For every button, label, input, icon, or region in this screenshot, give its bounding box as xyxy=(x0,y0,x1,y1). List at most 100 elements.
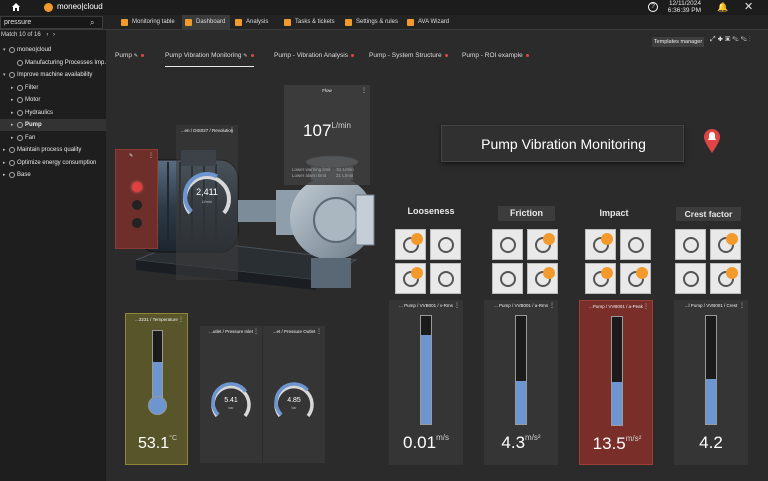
chevron-right-icon[interactable]: ▸ xyxy=(11,84,14,91)
tasks-icon xyxy=(284,19,291,26)
revolution-unit: U/min xyxy=(201,199,213,204)
more-icon[interactable]: ⋮ xyxy=(549,303,555,309)
tab-label: AVA Wizard xyxy=(418,19,450,25)
chevron-right-icon[interactable]: ▸ xyxy=(3,172,6,178)
vibration-fill xyxy=(516,380,526,424)
more-icon[interactable]: ⋮ xyxy=(643,304,649,310)
node-icon xyxy=(9,172,15,178)
close-icon[interactable]: ✕ xyxy=(744,1,754,13)
fullscreen-icon[interactable]: ⤢ xyxy=(710,36,718,43)
navigation-bar: pressure ⌕ Monitoring table Dashboard An… xyxy=(0,15,768,30)
dashboard-tab-pump-roi-example[interactable]: Pump - ROI example xyxy=(462,52,529,67)
sidebar-item-filter[interactable]: ▸ Filter xyxy=(0,82,106,94)
prev-match-icon[interactable]: ‹ xyxy=(46,32,49,38)
widget-title: ...utlet / Pressure Inlet xyxy=(209,329,253,334)
chevron-right-icon[interactable]: ▸ xyxy=(11,122,14,128)
pressure-inlet-widget: ...utlet / Pressure Inlet ⋮ 5.41 bar xyxy=(200,326,262,463)
chevron-down-icon[interactable]: ▾ xyxy=(3,72,6,78)
press-icon xyxy=(585,229,616,260)
flow-unit: L/min xyxy=(331,121,351,130)
dashboard-tab-pump-vibration-monitoring[interactable]: Pump Vibration Monitoring ✎ xyxy=(165,52,254,67)
home-icon[interactable] xyxy=(11,2,21,12)
tab-label: Monitoring table xyxy=(132,19,175,25)
sidebar-item-improve-machine-availability[interactable]: ▾ Improve machine availability xyxy=(0,69,106,81)
chevron-right-icon[interactable]: ▸ xyxy=(11,97,14,103)
notification-bell-icon[interactable]: 🔔 xyxy=(717,2,729,12)
alert-marker-icon[interactable] xyxy=(703,128,721,154)
templates-manager-button[interactable]: Templates manager xyxy=(652,37,704,47)
sidebar-item-pump[interactable]: ▸ Pump xyxy=(0,119,106,131)
vibration-readout: 4.2 xyxy=(674,433,748,453)
clock: 12/11/2024 6:36:39 PM xyxy=(663,0,701,14)
tab-ava-wizard[interactable]: AVA Wizard xyxy=(404,15,454,30)
dashboard-tab-pump-system-structure[interactable]: Pump - System Structure xyxy=(369,52,448,67)
more-icon[interactable]: ⋮ xyxy=(454,303,460,309)
sidebar-item-maintain-process-quality[interactable]: ▸ Maintain process quality xyxy=(0,144,106,156)
off-light-icon xyxy=(132,218,142,228)
widget-title: ...Pump / VVB001 / a-Peak xyxy=(589,304,643,309)
more-icon[interactable]: ⋮ xyxy=(178,317,184,323)
chevron-right-icon[interactable]: ▸ xyxy=(11,134,14,141)
edit-icon: ✎ xyxy=(243,53,248,59)
save-icon[interactable]: ▣ xyxy=(724,36,733,43)
node-icon xyxy=(17,84,23,91)
dashboard-tab-pump[interactable]: Pump ✎ xyxy=(115,52,144,67)
node-icon xyxy=(17,109,23,116)
vibration-tube xyxy=(611,316,623,426)
widget-title: ...en / DIS027 / Revolution xyxy=(180,128,234,133)
more-icon[interactable]: ⋮ xyxy=(148,153,154,159)
node-icon xyxy=(17,97,23,103)
more-icon[interactable]: ⋮ xyxy=(361,88,367,94)
tab-analysis[interactable]: Analysis xyxy=(232,15,274,30)
search-input[interactable]: pressure ⌕ xyxy=(0,16,103,29)
sidebar-item-motor[interactable]: ▸ Motor xyxy=(0,94,106,106)
next-match-icon[interactable]: › xyxy=(53,32,56,38)
more-icon[interactable]: ⋮ xyxy=(739,303,745,309)
sidebar-item-optimize-energy-consumption[interactable]: ▸ Optimize energy consumption xyxy=(0,157,106,169)
tab-monitoring-table[interactable]: Monitoring table xyxy=(118,15,180,30)
chevron-right-icon[interactable]: ▸ xyxy=(3,159,6,166)
more-icon[interactable]: ⋮ xyxy=(316,329,322,335)
pressure-outlet-gauge xyxy=(274,382,314,418)
tab-label: Pump - System Structure xyxy=(369,52,442,59)
pressure-outlet-value: 4.85 xyxy=(287,397,301,404)
impeller-icon xyxy=(527,263,558,294)
chevron-right-icon[interactable]: ▸ xyxy=(3,147,6,153)
tab-label: Settings & rules xyxy=(356,19,399,25)
tab-label: Dashboard xyxy=(196,19,226,25)
edit-icon[interactable]: ✎ xyxy=(740,36,750,43)
match-label: Match 10 of 16 xyxy=(1,32,41,38)
dashboard-tab-pump-vibration-analysis[interactable]: Pump - Vibration Analysis xyxy=(274,52,354,67)
flow-value: 107 xyxy=(303,121,332,140)
vibration-widget-4: ...l Pump / VVB001 / Crest ⋮ 4.2 xyxy=(674,300,748,465)
tab-dashboard[interactable]: Dashboard xyxy=(182,15,230,30)
wizard-icon xyxy=(407,19,414,26)
sidebar-item-manufacturing-processes-imp[interactable]: Manufacturing Processes Imp... xyxy=(0,57,106,69)
settings-icon xyxy=(345,19,352,26)
chevron-down-icon[interactable]: ▾ xyxy=(3,47,6,53)
more-icon[interactable]: ⋮ xyxy=(749,36,753,43)
sidebar-item-fan[interactable]: ▸ Fan xyxy=(0,132,106,144)
help-icon[interactable]: ? xyxy=(648,2,658,12)
pin-icon[interactable]: ✎ xyxy=(732,36,741,43)
add-icon[interactable]: ✚ xyxy=(717,36,725,43)
sidebar-item-moneo-cloud[interactable]: ▾ moneo|cloud xyxy=(0,44,106,56)
more-icon[interactable]: ⋮ xyxy=(253,329,259,335)
sidebar-item-hydraulics[interactable]: ▸ Hydraulics xyxy=(0,107,106,119)
sidebar-item-label: Manufacturing Processes Imp... xyxy=(25,59,106,66)
sidebar-item-label: Base xyxy=(17,172,31,178)
more-icon[interactable]: ⋮ xyxy=(229,128,235,134)
vibration-fill xyxy=(706,378,716,424)
search-icon[interactable]: ⌕ xyxy=(90,18,95,27)
pressure-outlet-unit: bar xyxy=(291,406,297,410)
vibration-value: 4.3 xyxy=(501,433,526,452)
tab-settings-rules[interactable]: Settings & rules xyxy=(342,15,400,30)
chevron-right-icon[interactable]: ▸ xyxy=(11,109,14,116)
node-icon xyxy=(9,147,15,153)
tab-tasks-tickets[interactable]: Tasks & tickets xyxy=(281,15,339,30)
sidebar-item-base[interactable]: ▸ Base xyxy=(0,169,106,181)
sidebar-item-label: Maintain process quality xyxy=(17,147,82,153)
tab-label: Analysis xyxy=(246,19,269,25)
fault-highlight xyxy=(601,233,613,245)
edit-icon[interactable]: ✎ xyxy=(129,153,134,159)
